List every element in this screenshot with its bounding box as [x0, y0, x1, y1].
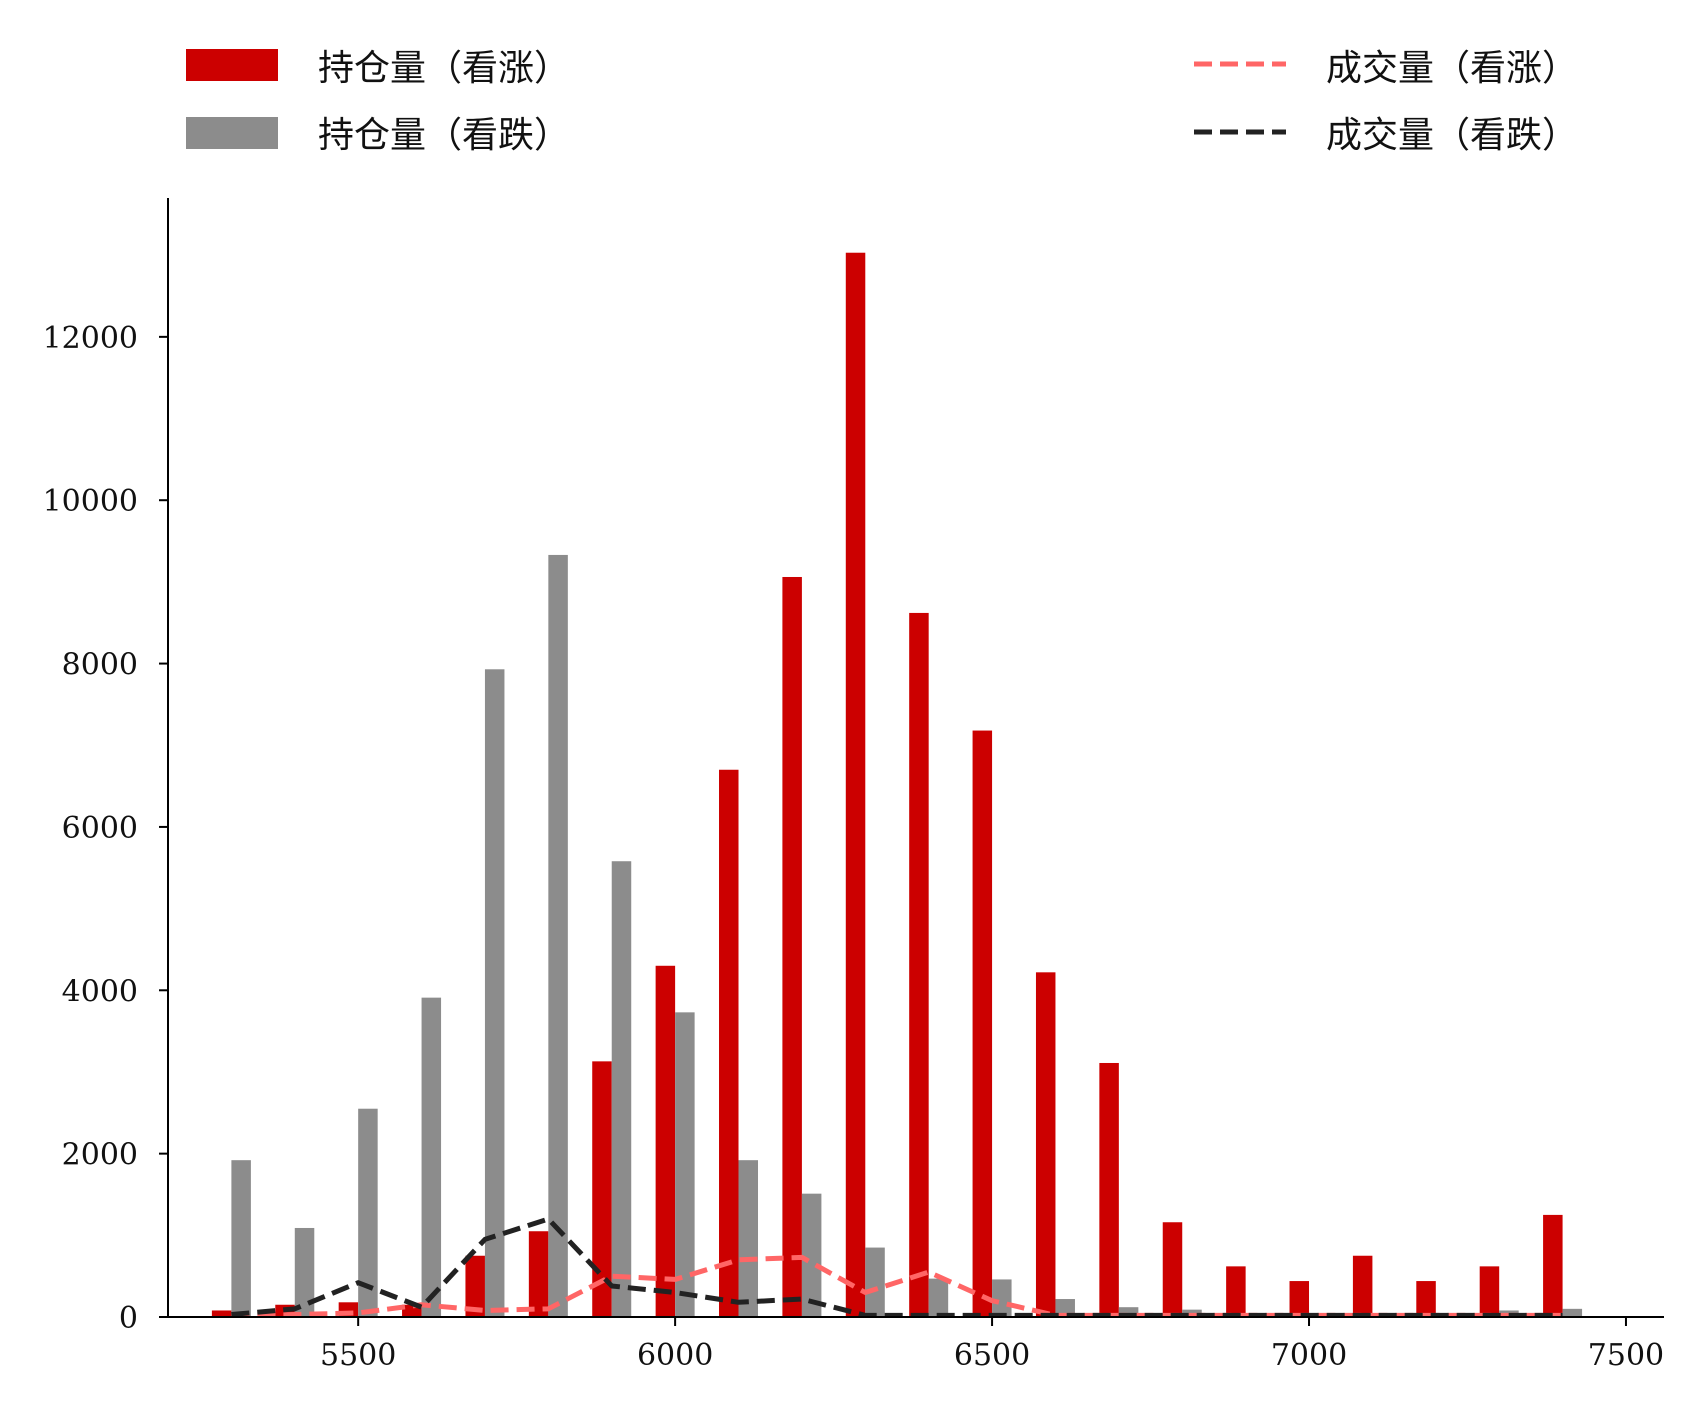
bar-oi-call-6300	[845, 252, 866, 1318]
bar-oi-call-5300	[211, 1310, 232, 1317]
bar-oi-put-6400	[928, 1278, 949, 1317]
bar-oi-call-6200	[782, 576, 802, 1317]
legend-swatch-oi-put	[186, 117, 278, 149]
bar-oi-call-5700	[465, 1255, 485, 1317]
y-tick-label-10000: 10000	[43, 484, 138, 519]
legend-label-oi-call: 持仓量（看涨）	[318, 48, 570, 89]
bar-oi-put-6500	[992, 1279, 1012, 1317]
bar-oi-put-6100	[738, 1160, 759, 1317]
y-tick-label-2000: 2000	[62, 1138, 138, 1173]
bar-oi-put-5600	[421, 997, 442, 1317]
x-tick-label-7500: 7500	[1588, 1338, 1664, 1373]
y-tick-label-12000: 12000	[43, 321, 138, 356]
x-tick-label-5500: 5500	[320, 1338, 396, 1373]
y-tick-label-8000: 8000	[62, 648, 138, 683]
legend-label-vol-call: 成交量（看涨）	[1326, 48, 1578, 89]
bar-oi-call-7300	[1479, 1266, 1500, 1317]
bar-oi-put-5500	[358, 1108, 378, 1317]
bar-oi-call-5800	[528, 1231, 549, 1317]
y-tick-label-6000: 6000	[62, 811, 138, 846]
bar-oi-put-7400	[1562, 1308, 1583, 1317]
legend-label-oi-put: 持仓量（看跌）	[318, 115, 570, 156]
bar-oi-put-6000	[675, 1012, 695, 1317]
bar-oi-put-5900	[611, 861, 632, 1317]
plot-area: 5500 6000 6500 7000 7500 0 2000 4000 6000 8000 100…	[43, 198, 1664, 1373]
bar-oi-call-7000	[1289, 1281, 1310, 1317]
bar-oi-call-5900	[592, 1061, 612, 1317]
bar-oi-call-6400	[909, 612, 929, 1317]
bar-oi-put-6600	[1055, 1299, 1075, 1317]
bar-oi-call-7100	[1352, 1255, 1373, 1317]
bar-oi-put-5800	[548, 554, 568, 1317]
legend: 持仓量（看涨） 持仓量（看跌） 成交量（看涨） 成交量（看跌）	[186, 48, 1578, 156]
y-tick-label-0: 0	[119, 1301, 138, 1336]
bar-oi-put-5400	[294, 1227, 315, 1317]
bar-oi-call-6100	[719, 769, 739, 1317]
legend-item-oi-call: 持仓量（看涨）	[186, 48, 570, 89]
bar-oi-put-5700	[484, 669, 505, 1317]
bar-oi-put-6700	[1118, 1307, 1139, 1317]
bar-oi-put-6300	[865, 1247, 885, 1317]
bar-oi-call-6000	[655, 965, 676, 1317]
bar-oi-call-6600	[1035, 972, 1056, 1317]
bar-oi-call-6900	[1226, 1266, 1246, 1317]
bar-oi-put-6200	[801, 1193, 822, 1317]
bar-oi-call-7200	[1416, 1281, 1436, 1317]
line-vol-call	[231, 1254, 1563, 1318]
legend-item-vol-put: 成交量（看跌）	[1194, 115, 1578, 156]
legend-swatch-oi-call	[186, 49, 278, 81]
legend-label-vol-put: 成交量（看跌）	[1326, 115, 1578, 156]
line-vol-put	[231, 1216, 1563, 1318]
bar-oi-call-7400	[1543, 1214, 1563, 1317]
x-tick-label-7000: 7000	[1271, 1338, 1347, 1373]
legend-item-oi-put: 持仓量（看跌）	[186, 115, 570, 156]
bar-oi-call-6800	[1162, 1222, 1183, 1317]
y-tick-label-4000: 4000	[62, 974, 138, 1009]
x-tick-label-6000: 6000	[637, 1338, 713, 1373]
bar-oi-call-6500	[972, 730, 993, 1317]
bar-oi-call-6700	[1099, 1062, 1119, 1317]
bar-oi-put-5300	[231, 1160, 251, 1317]
x-tick-label-6500: 6500	[954, 1338, 1030, 1373]
legend-item-vol-call: 成交量（看涨）	[1194, 48, 1578, 89]
